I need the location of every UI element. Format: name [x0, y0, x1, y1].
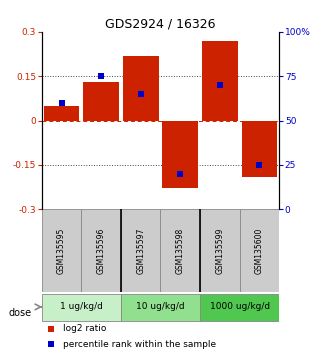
Title: GDS2924 / 16326: GDS2924 / 16326	[105, 18, 216, 31]
Bar	[42, 294, 121, 321]
Bar	[123, 56, 159, 120]
Text: GSM135595: GSM135595	[57, 228, 66, 274]
Text: 1000 ug/kg/d: 1000 ug/kg/d	[210, 302, 270, 312]
Text: GSM135599: GSM135599	[215, 228, 224, 274]
Text: GSM135600: GSM135600	[255, 228, 264, 274]
Bar	[242, 120, 277, 177]
Bar	[160, 209, 200, 292]
Text: 1 ug/kg/d: 1 ug/kg/d	[60, 302, 103, 312]
Bar	[121, 209, 160, 292]
Text: GSM135596: GSM135596	[97, 228, 106, 274]
Bar	[44, 106, 79, 120]
Text: GSM135598: GSM135598	[176, 228, 185, 274]
Bar	[240, 209, 279, 292]
Bar	[42, 209, 81, 292]
Text: GSM135597: GSM135597	[136, 228, 145, 274]
Text: log2 ratio: log2 ratio	[63, 324, 107, 333]
Bar	[81, 209, 121, 292]
Text: dose: dose	[9, 308, 32, 318]
Bar	[162, 120, 198, 188]
Bar	[83, 82, 119, 120]
Text: 10 ug/kg/d: 10 ug/kg/d	[136, 302, 185, 312]
Bar	[200, 209, 240, 292]
Text: percentile rank within the sample: percentile rank within the sample	[63, 340, 216, 349]
Bar	[202, 41, 238, 120]
Bar	[200, 294, 279, 321]
Bar	[121, 294, 200, 321]
